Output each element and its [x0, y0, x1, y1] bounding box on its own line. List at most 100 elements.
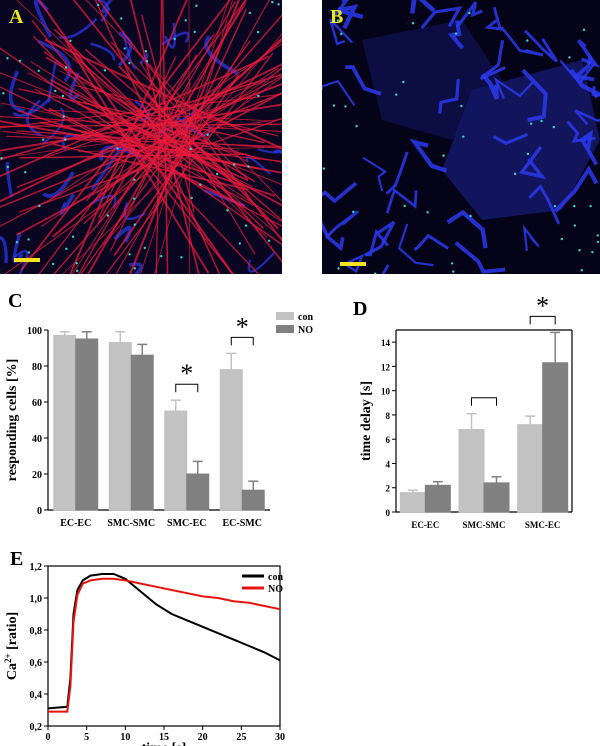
- junction-dot: [526, 39, 529, 42]
- membrane-line: [521, 68, 548, 122]
- junction-dot: [24, 171, 27, 174]
- junction-dot: [352, 210, 355, 214]
- junction-dot: [51, 262, 55, 266]
- actin-fiber: [69, 0, 188, 274]
- chart-e: 0 5 10 15 20 25 30 0,2 0,4 0,6 0,8 1,0 1,2 time [s] Ca…: [3, 562, 285, 746]
- actin-fiber: [30, 60, 282, 223]
- junction-dot: [160, 255, 163, 258]
- junction-dot: [120, 17, 123, 20]
- bar-NO-SMC-SMC: [130, 354, 154, 511]
- y-tick-label: 100: [27, 326, 42, 337]
- junction-dot: [411, 22, 415, 25]
- junction-dot: [96, 3, 100, 7]
- bar-con-EC-SMC: [219, 369, 243, 511]
- x-tick-label: 25: [236, 732, 246, 743]
- actin-fiber: [52, 38, 282, 238]
- junction-dot: [513, 172, 517, 176]
- junction-dot: [27, 238, 30, 241]
- membrane-line: [528, 184, 561, 225]
- y-tick-label: 10: [381, 387, 391, 397]
- y-tick-label: 80: [32, 362, 42, 373]
- junction-dot: [337, 267, 340, 270]
- junction-dot: [238, 242, 242, 245]
- junction-dot: [591, 250, 594, 254]
- micrograph-a-image: [0, 0, 282, 274]
- y-tick-label: 0,2: [30, 722, 43, 733]
- junction-dot: [180, 256, 183, 259]
- x-tick-label: 10: [120, 732, 130, 743]
- micrograph-b: B: [322, 0, 600, 274]
- membrane-line: [397, 223, 434, 267]
- significance-bracket: [175, 383, 199, 393]
- scale-bar: [340, 262, 366, 266]
- junction-dot: [123, 47, 126, 50]
- junction-dot: [277, 3, 280, 6]
- membrane-line: [42, 171, 75, 198]
- y-tick-label: 6: [386, 435, 391, 445]
- junction-dot: [173, 37, 176, 41]
- actin-fiber: [19, 117, 282, 213]
- actin-fiber: [87, 0, 247, 274]
- y-axis-label: time delay [s]: [359, 381, 374, 461]
- significance-bracket: [529, 315, 556, 325]
- bar-con-EC-EC: [399, 492, 426, 513]
- actin-fiber: [0, 92, 282, 208]
- actin-fiber: [0, 86, 282, 227]
- junction-dot: [340, 32, 343, 36]
- x-tick-label: 20: [198, 732, 208, 743]
- junction-dot: [462, 135, 465, 138]
- membrane-line: [446, 209, 488, 249]
- y-tick-label: 1,0: [30, 594, 43, 605]
- category-label: SMC-EC: [525, 520, 561, 530]
- membrane-line: [325, 210, 359, 239]
- bar-NO-EC-EC: [75, 338, 99, 511]
- junction-dot: [190, 196, 193, 200]
- bar-con-SMC-SMC: [458, 428, 485, 513]
- junction-dot: [75, 269, 79, 273]
- junction-dot: [71, 235, 75, 238]
- junction-dot: [69, 39, 72, 42]
- actin-fiber: [0, 72, 282, 186]
- x-tick-label: 30: [275, 732, 285, 743]
- junction-dot: [103, 69, 107, 72]
- actin-fiber: [129, 0, 200, 274]
- junction-dot: [133, 178, 136, 181]
- membrane-line: [492, 133, 529, 146]
- membrane-line: [337, 4, 364, 30]
- junction-dot: [64, 66, 68, 69]
- membrane-line: [322, 181, 358, 204]
- actin-fiber: [86, 33, 215, 202]
- y-tick-label: 4: [386, 459, 391, 469]
- actin-fiber: [44, 38, 282, 150]
- junction-dot: [193, 30, 196, 34]
- membrane-line: [577, 39, 600, 69]
- membrane-line: [122, 30, 138, 70]
- micrograph-b-image: [322, 0, 600, 274]
- membrane-line: [13, 249, 29, 274]
- category-label: SMC-SMC: [107, 518, 155, 529]
- junction-dot: [128, 61, 131, 65]
- membrane-line: [0, 235, 8, 263]
- junction-dot: [143, 246, 146, 250]
- junction-dot: [144, 50, 148, 53]
- membrane-line: [128, 262, 143, 274]
- y-tick-label: 0,6: [30, 658, 43, 669]
- legend-label-con: con: [268, 572, 283, 583]
- junction-dot: [38, 204, 41, 208]
- membrane-line: [518, 145, 547, 180]
- junction-dot: [578, 249, 581, 252]
- legend-swatch-NO: [276, 325, 294, 333]
- junction-dot: [133, 223, 136, 226]
- membrane-line: [90, 42, 116, 61]
- legend-label-con: con: [298, 312, 313, 323]
- actin-fiber: [34, 88, 254, 206]
- junction-dot: [106, 214, 110, 217]
- junction-dot: [540, 119, 543, 123]
- membrane-line: [479, 39, 506, 81]
- legend-label-NO: NO: [268, 584, 283, 595]
- bar-con-SMC-EC: [517, 424, 544, 513]
- category-label: EC-EC: [60, 518, 91, 529]
- junction-dot: [2, 92, 5, 95]
- junction-dot: [226, 209, 229, 212]
- junction-dot: [128, 253, 131, 256]
